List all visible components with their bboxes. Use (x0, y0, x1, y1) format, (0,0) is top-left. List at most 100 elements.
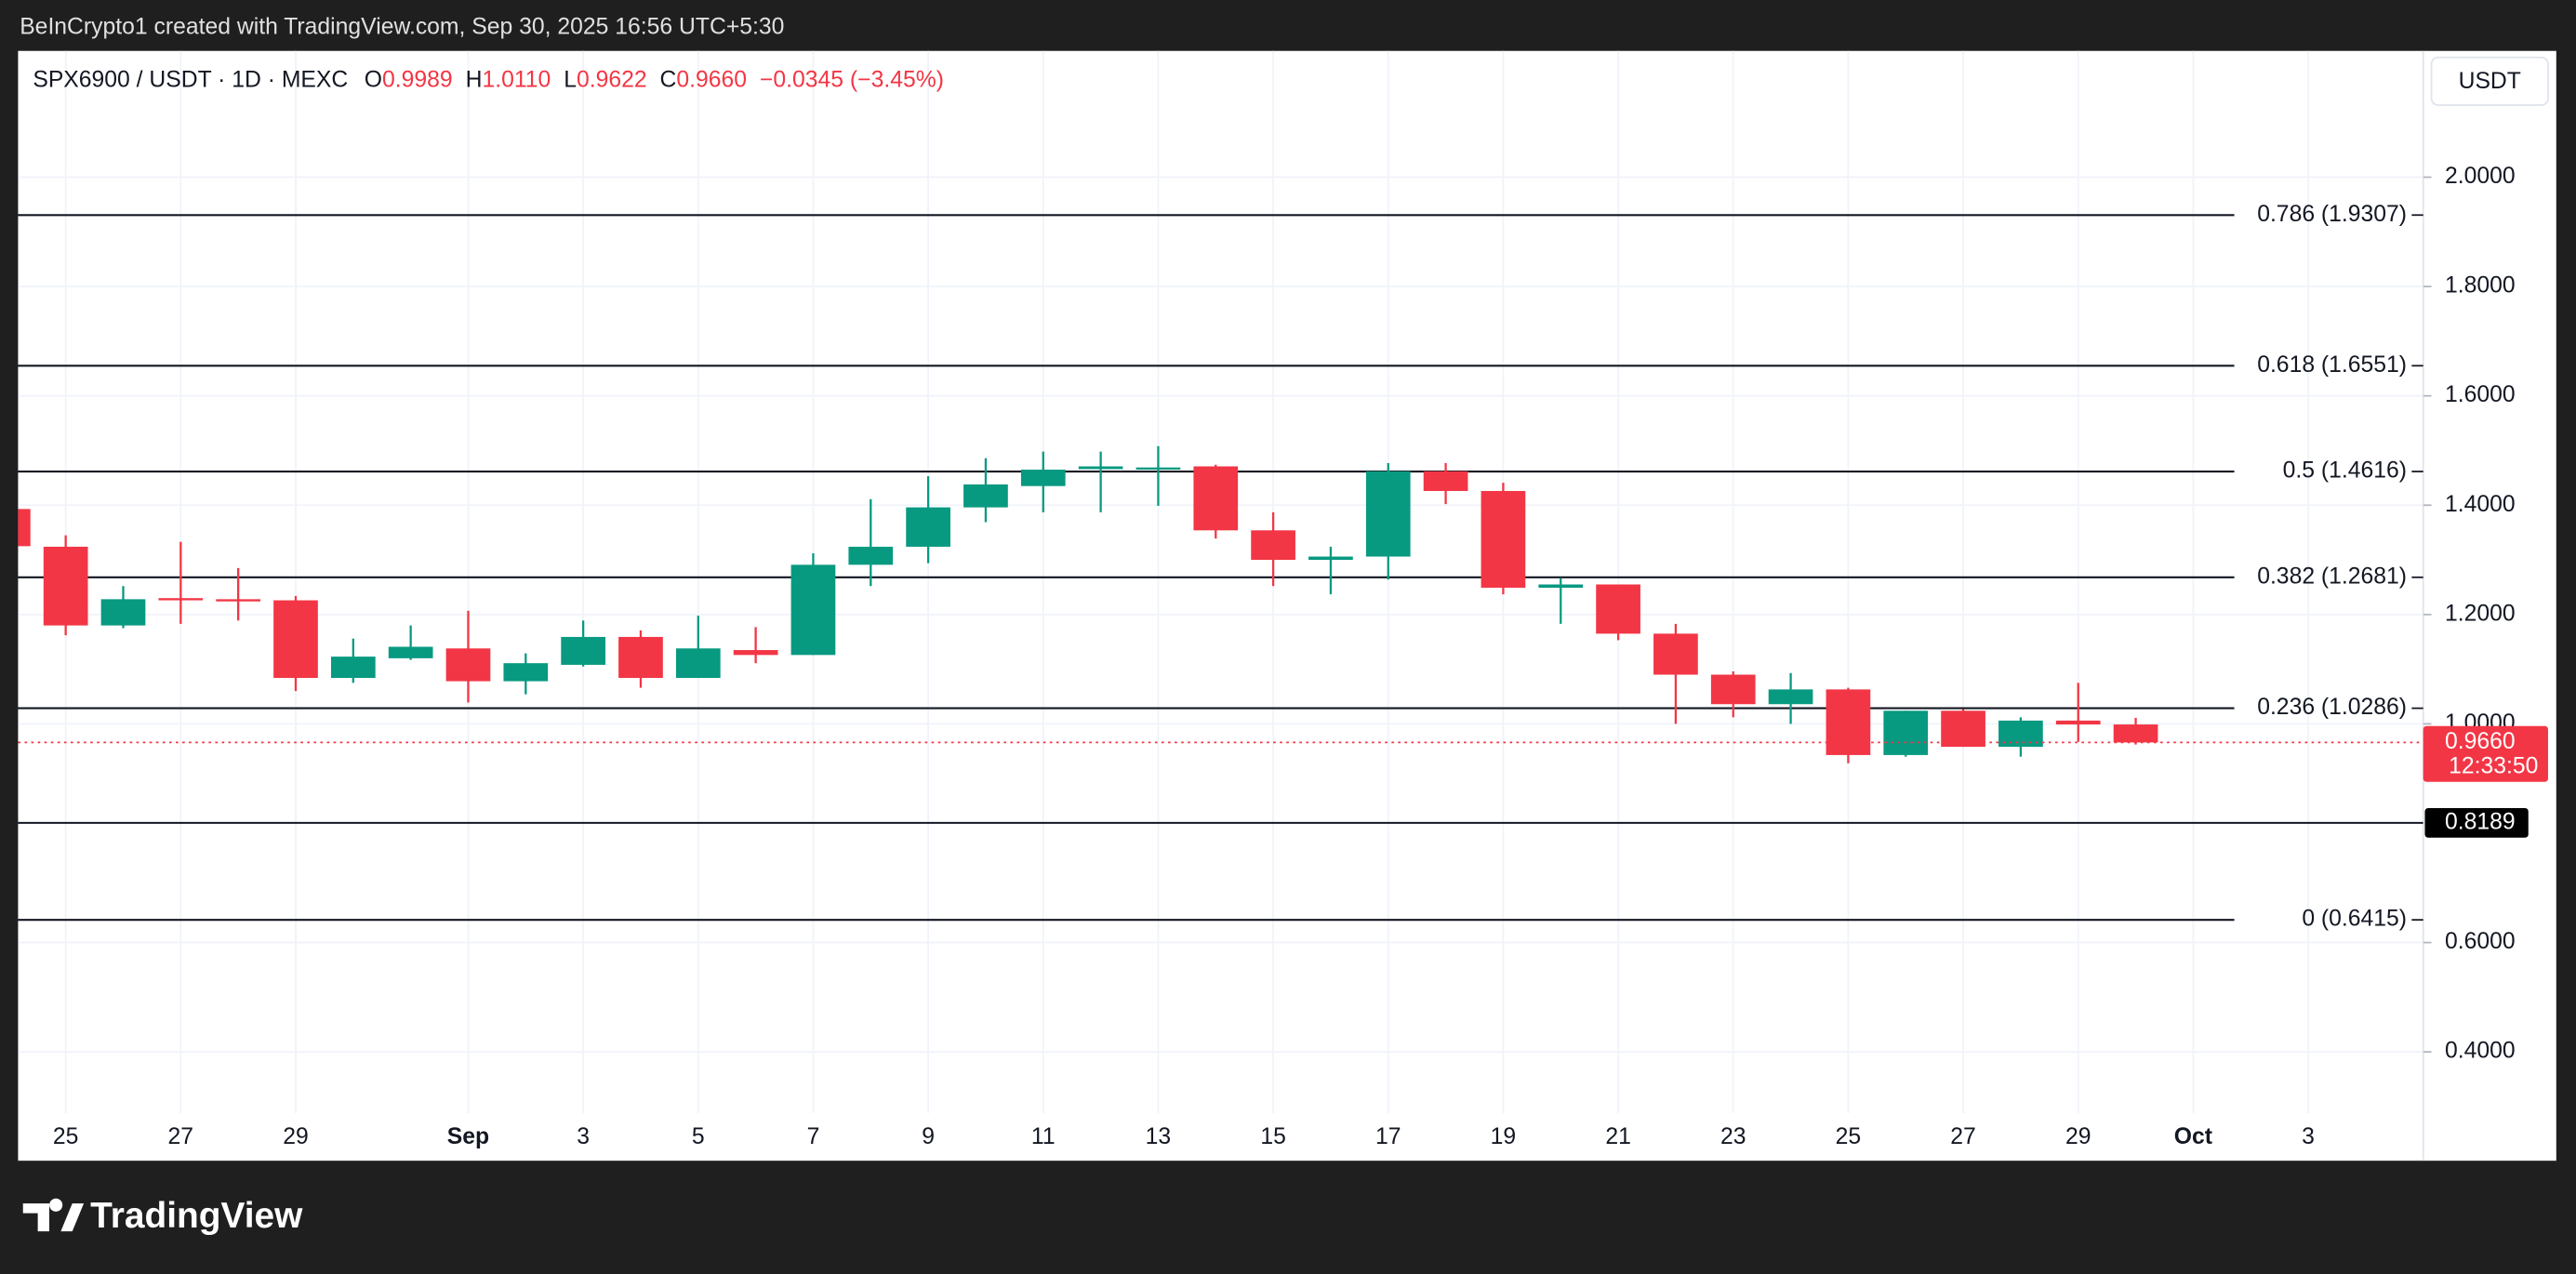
chart-panel (18, 50, 2556, 1161)
last-price-badge (2423, 725, 2548, 782)
fib-label: 0.382 (1.2681) (2257, 564, 2407, 589)
candle-body (1710, 674, 1756, 705)
x-tick-label: 11 (1031, 1124, 1056, 1149)
y-tick-label: 1.4000 (2445, 492, 2516, 517)
candle-body (1538, 584, 1584, 589)
x-tick-label: 29 (2065, 1124, 2091, 1149)
support-badge (2424, 807, 2529, 838)
candle-body (1941, 710, 1985, 748)
candle-body (1308, 556, 1353, 561)
x-tick-label: 17 (1375, 1124, 1401, 1149)
candle-body (1020, 470, 1066, 486)
y-tick-label: 0.4000 (2445, 1039, 2516, 1064)
y-tick-label: 0.6000 (2445, 929, 2516, 954)
support-label: 0.8189 (2445, 809, 2516, 834)
candle-body (2055, 720, 2101, 725)
brand[interactable]: TradingView (90, 1196, 303, 1236)
fib-label: 0.5 (1.4616) (2283, 458, 2407, 484)
plot-area (18, 214, 2423, 922)
legend-value: 1.0110 (482, 67, 551, 92)
legend-value: 0.9660 (676, 67, 747, 92)
candle-body (503, 663, 549, 682)
candle-body (1883, 710, 1929, 755)
candle-body (1596, 584, 1640, 634)
y-tick-label: 1.2000 (2445, 601, 2516, 626)
candle-body (1423, 471, 1468, 491)
currency-button-frame[interactable] (2430, 56, 2549, 106)
x-tick-label: 9 (922, 1124, 935, 1149)
candle-body (1768, 689, 1813, 705)
currency-button-label[interactable]: USDT (2459, 69, 2521, 94)
y-tick-label: 1.8000 (2445, 273, 2516, 299)
candle-body (445, 648, 491, 682)
candle-body (1135, 467, 1181, 470)
credit: BeInCrypto1 created with TradingView.com… (20, 15, 784, 40)
candle-body (1998, 720, 2043, 748)
x-tick-label: 27 (1950, 1124, 1976, 1149)
countdown: 12:33:50 (2449, 753, 2538, 778)
legend-key: L (564, 67, 577, 92)
y-tick-label: 1.6000 (2445, 382, 2516, 407)
x-tick-label: 27 (168, 1124, 194, 1149)
legend-key: O (365, 67, 382, 92)
currency-button[interactable]: USDT (2430, 56, 2549, 106)
candle-body (790, 564, 836, 656)
candle-body (906, 507, 950, 547)
candle-body (1193, 466, 1239, 531)
candle-body (330, 657, 376, 679)
fib-label: 0.236 (1.0286) (2257, 695, 2407, 720)
x-tick-label: 21 (1605, 1124, 1631, 1149)
candle-body (216, 599, 261, 602)
candle-body (963, 484, 1008, 508)
footer-logo[interactable]: TradingView (22, 1196, 303, 1236)
x-tick-label: 25 (1836, 1124, 1862, 1149)
x-tick-label: 25 (53, 1124, 79, 1149)
candle-body (561, 636, 605, 665)
axes: 0.40000.60001.00001.20001.40001.60001.80… (53, 164, 2548, 1149)
candle-body (848, 546, 894, 565)
x-tick-label: 7 (807, 1124, 820, 1149)
last-price-label: 0.9660 (2445, 729, 2516, 754)
candle-body (388, 646, 433, 658)
candle-body (18, 509, 31, 547)
candle-body (1826, 689, 1871, 755)
x-tick-label: 5 (692, 1124, 705, 1149)
candle-body (1365, 471, 1411, 557)
candle-body (158, 598, 204, 601)
legend-change: −0.0345 (−3.45%) (760, 67, 944, 92)
candle-body (1251, 530, 1295, 561)
candle-body (43, 546, 88, 626)
legend: SPX6900 / USDT · 1D · MEXC O0.9989 H1.01… (33, 67, 944, 92)
x-tick-label: 3 (577, 1124, 590, 1149)
x-tick-label: 23 (1720, 1124, 1746, 1149)
candle-body (733, 650, 778, 656)
candle-body (618, 636, 663, 679)
y-tick-label: 2.0000 (2445, 164, 2516, 189)
candle-body (273, 600, 318, 679)
candle-body (1078, 466, 1123, 470)
legend-value: 0.9989 (382, 67, 453, 92)
candle-body (2113, 724, 2158, 743)
candle-body (1653, 633, 1698, 675)
fib-label: 0.786 (1.9307) (2257, 202, 2407, 227)
logo-icon[interactable] (22, 1198, 85, 1232)
x-tick-label: 29 (283, 1124, 309, 1149)
fib-label: 0 (0.6415) (2302, 907, 2407, 932)
x-tick-label: Sep (447, 1124, 489, 1149)
candle-body (1481, 490, 1526, 589)
x-tick-label: 3 (2302, 1124, 2315, 1149)
fib-label: 0.618 (1.6551) (2257, 352, 2407, 378)
x-tick-label: 15 (1260, 1124, 1286, 1149)
legend-symbol: SPX6900 / USDT · 1D · MEXC (33, 67, 348, 92)
x-tick-label: Oct (2174, 1124, 2212, 1149)
x-tick-label: 19 (1491, 1124, 1517, 1149)
legend-key: H (466, 67, 483, 92)
candle-body (675, 648, 721, 679)
legend-key: C (660, 67, 677, 92)
x-tick-label: 13 (1146, 1124, 1172, 1149)
legend-value: 0.9622 (577, 67, 647, 92)
candle-body (100, 599, 146, 626)
